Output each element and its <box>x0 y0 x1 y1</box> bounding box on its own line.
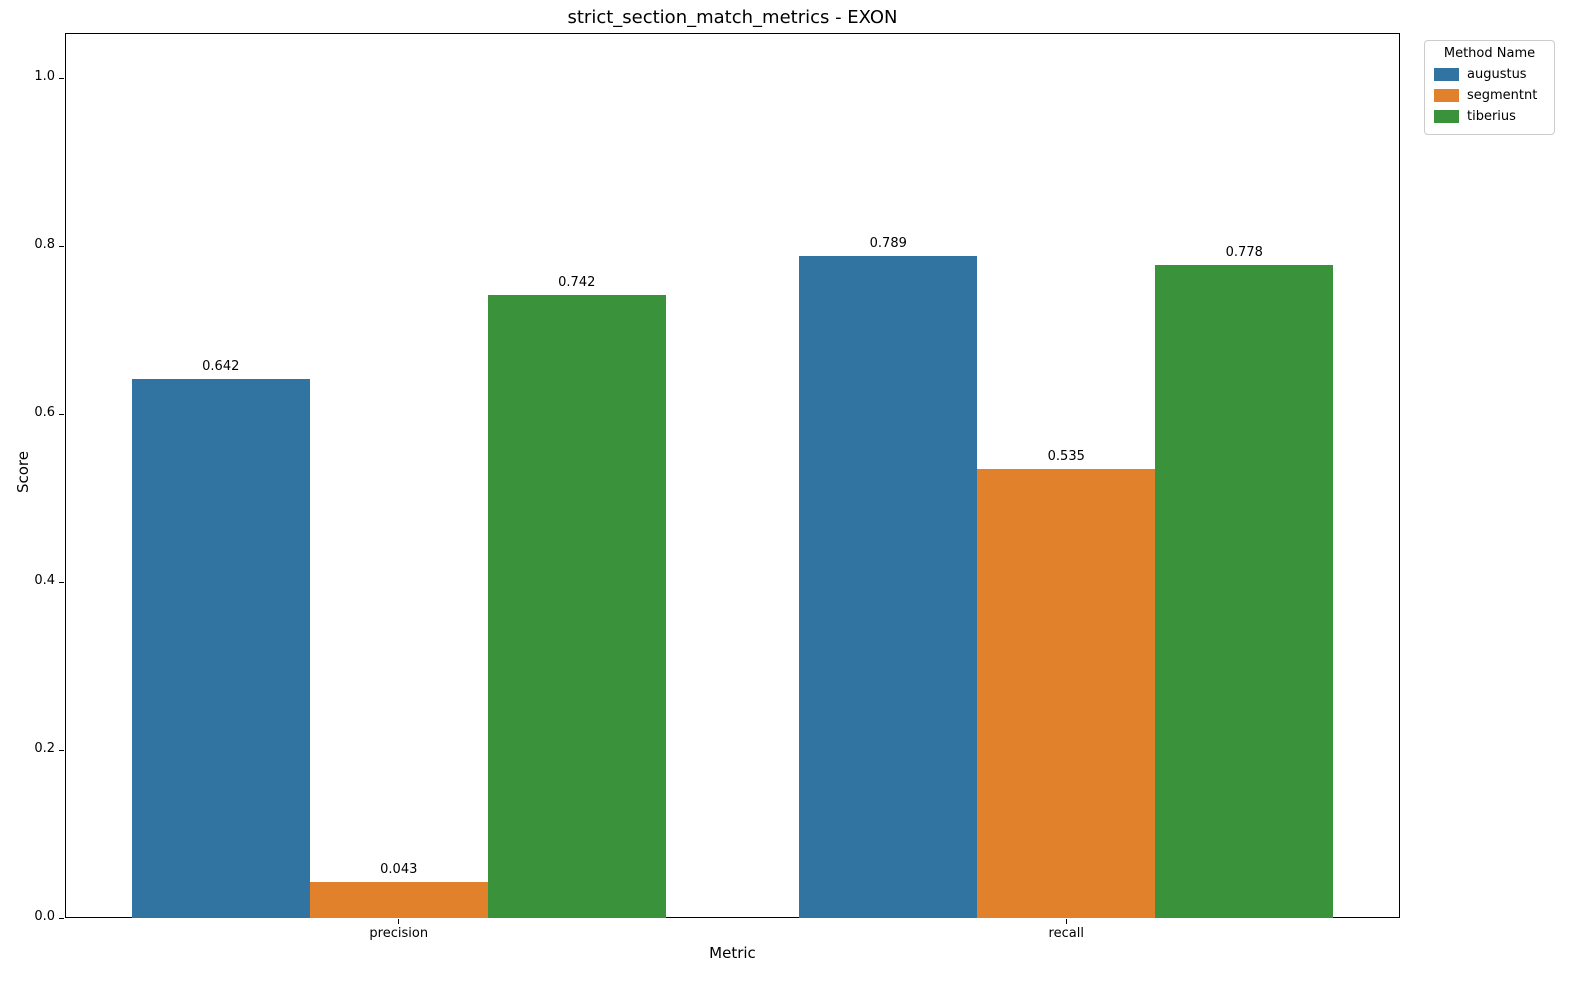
y-tick-mark <box>59 77 64 79</box>
y-tick-mark <box>59 749 64 751</box>
x-tick-label-recall: recall <box>1048 926 1084 941</box>
legend-label: augustus <box>1467 67 1527 82</box>
legend-swatch-icon <box>1434 110 1459 123</box>
legend-label: tiberius <box>1467 109 1516 124</box>
legend-swatch-icon <box>1434 68 1459 81</box>
legend-entry-tiberius: tiberius <box>1434 106 1545 127</box>
y-tick-mark <box>59 413 64 415</box>
legend-entry-segmentnt: segmentnt <box>1434 85 1545 106</box>
y-tick-label: 0.4 <box>34 573 55 589</box>
y-tick-label: 0.2 <box>34 741 55 757</box>
x-axis-label: Metric <box>709 944 756 962</box>
chart-title: strict_section_match_metrics - EXON <box>567 7 898 28</box>
y-tick-mark <box>59 581 64 583</box>
x-tick-label-precision: precision <box>369 926 429 941</box>
plot-area <box>65 33 1400 918</box>
x-tick-mark <box>398 919 400 924</box>
y-tick-label: 1.0 <box>34 69 55 85</box>
legend: Method Name augustus segmentnt tiberius <box>1424 40 1555 135</box>
x-tick-mark <box>1065 919 1067 924</box>
legend-title: Method Name <box>1443 46 1536 61</box>
y-tick-label: 0.8 <box>34 237 55 253</box>
y-tick-mark <box>59 917 64 919</box>
legend-swatch-icon <box>1434 89 1459 102</box>
y-tick-mark <box>59 245 64 247</box>
legend-entries: augustus segmentnt tiberius <box>1434 64 1545 127</box>
legend-entry-augustus: augustus <box>1434 64 1545 85</box>
y-tick-label: 0.0 <box>34 909 55 924</box>
y-tick-label: 0.6 <box>34 405 55 421</box>
legend-label: segmentnt <box>1467 88 1538 103</box>
y-axis-label: Score <box>14 451 32 494</box>
